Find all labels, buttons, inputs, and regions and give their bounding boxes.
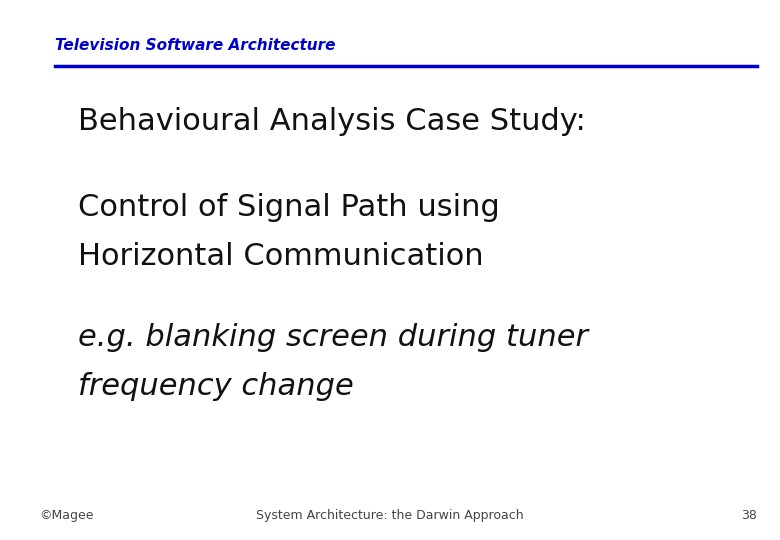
- Text: e.g. blanking screen during tuner: e.g. blanking screen during tuner: [78, 323, 588, 352]
- Text: frequency change: frequency change: [78, 372, 354, 401]
- Text: ©Magee: ©Magee: [39, 509, 94, 522]
- Text: Television Software Architecture: Television Software Architecture: [55, 38, 335, 53]
- Text: System Architecture: the Darwin Approach: System Architecture: the Darwin Approach: [256, 509, 524, 522]
- Text: Behavioural Analysis Case Study:: Behavioural Analysis Case Study:: [78, 107, 586, 136]
- Text: 38: 38: [741, 509, 757, 522]
- Text: Control of Signal Path using: Control of Signal Path using: [78, 193, 500, 222]
- Text: Horizontal Communication: Horizontal Communication: [78, 242, 484, 271]
